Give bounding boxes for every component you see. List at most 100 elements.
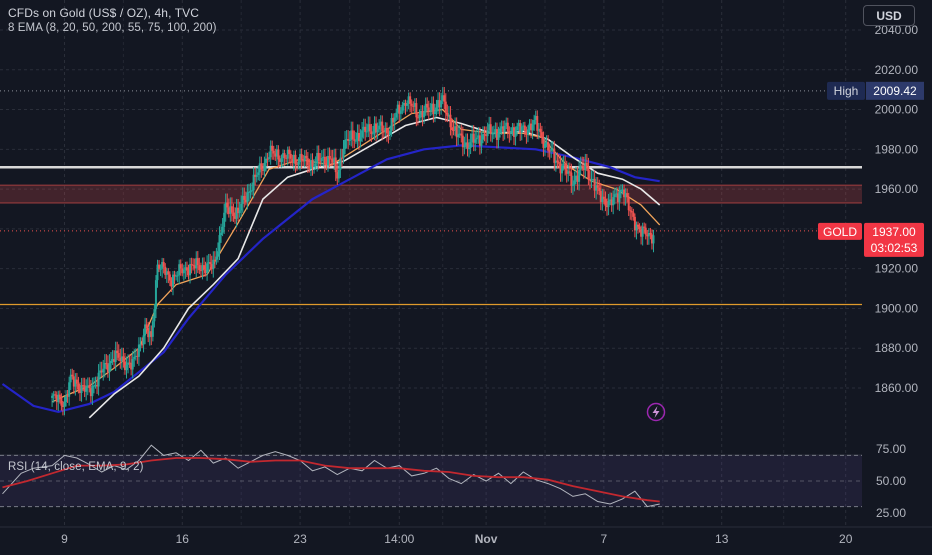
candle (316, 145, 319, 172)
candle-body (255, 175, 258, 177)
candle (63, 397, 66, 416)
candle (161, 257, 164, 278)
candle-body (243, 195, 246, 200)
candle-body (119, 357, 122, 362)
candle-body (69, 374, 72, 383)
candle (444, 93, 447, 122)
candle (299, 148, 302, 171)
candle (454, 117, 457, 136)
candle-body (125, 364, 128, 371)
candle-body (51, 395, 54, 398)
price-tick-label: 1980.00 (875, 142, 919, 156)
candle (218, 226, 221, 261)
candle (75, 372, 78, 391)
candle (221, 218, 224, 237)
candle-body (421, 110, 424, 118)
candle (575, 166, 577, 185)
candle (516, 122, 519, 136)
candle-body (316, 152, 319, 164)
chart-icons (646, 402, 666, 422)
candle (207, 253, 210, 273)
candle-body (91, 385, 94, 397)
candle-body (207, 262, 210, 264)
candle (179, 259, 182, 276)
candle-body (212, 259, 215, 270)
candle (483, 126, 486, 142)
candle-body (210, 264, 213, 270)
candle (66, 389, 69, 403)
symbol-tag: GOLD (823, 225, 857, 239)
candle (375, 116, 378, 142)
candle-body (376, 129, 379, 133)
candle (58, 390, 61, 404)
candle (520, 123, 523, 141)
candle-body (172, 274, 174, 287)
candle-body (446, 113, 449, 116)
candle (385, 122, 388, 142)
candle (579, 156, 582, 176)
candle-body (545, 142, 548, 144)
candle (626, 188, 629, 203)
candle (649, 227, 652, 240)
candle (449, 106, 452, 136)
candle (120, 347, 123, 370)
candle (609, 192, 612, 206)
candle (423, 105, 426, 124)
high-tag-label-bg (827, 81, 865, 100)
candle-body (389, 130, 391, 135)
candle-body (137, 344, 140, 357)
candle-body (621, 189, 624, 191)
time-tick-label: 14:00 (384, 532, 414, 546)
candle-body (80, 385, 83, 393)
candle-body (96, 385, 99, 387)
candle-body (482, 134, 484, 140)
candle (88, 377, 91, 393)
candle (309, 153, 312, 176)
candle-body (516, 126, 519, 131)
candle (530, 118, 533, 138)
candle-body (289, 153, 292, 159)
candle-body (452, 129, 455, 131)
candle-body (606, 205, 608, 208)
candle-body (337, 169, 340, 179)
candle-body (610, 199, 613, 206)
candle (376, 122, 379, 140)
candle (213, 251, 216, 269)
candle (368, 116, 371, 141)
candle-body (578, 169, 581, 182)
candle-body (108, 362, 111, 373)
candle-body (531, 124, 534, 131)
candle (134, 348, 137, 361)
lightning-icon[interactable] (646, 402, 666, 422)
rsi-legend[interactable]: RSI (14, close, EMA, 9, 2) (8, 461, 144, 473)
candle-body (526, 129, 529, 135)
candle-body (433, 111, 436, 115)
candle-body (587, 166, 590, 179)
candle-body (244, 199, 247, 203)
candle (65, 390, 68, 407)
candle-body (139, 344, 142, 346)
candle (616, 187, 619, 210)
candle-body (294, 154, 297, 164)
candle (165, 267, 168, 283)
candle-body (626, 193, 629, 198)
candle-body (500, 126, 503, 129)
currency-button[interactable]: USD (863, 5, 915, 26)
candle-body (257, 172, 260, 176)
candle (212, 251, 215, 278)
candle (413, 98, 416, 114)
candle (544, 136, 546, 156)
candle-body (116, 350, 119, 354)
candle (584, 153, 587, 179)
ema-legend[interactable]: 8 EMA (8, 20, 50, 200, 55, 75, 100, 200) (8, 22, 217, 34)
candle (181, 263, 184, 277)
candle-body (441, 95, 444, 101)
candle-body (513, 127, 515, 137)
rsi-ma-line (2, 457, 660, 503)
candle-body (198, 265, 201, 271)
candle-body (398, 104, 401, 114)
candle-body (630, 211, 633, 213)
candle (379, 115, 382, 134)
